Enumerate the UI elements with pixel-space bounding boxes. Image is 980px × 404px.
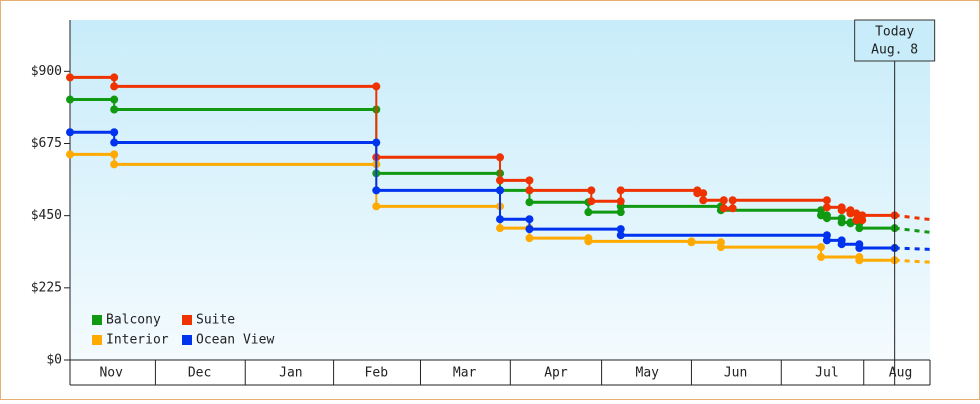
point [110,160,119,169]
point [728,196,737,205]
point [822,203,831,212]
point [525,186,534,195]
x-tick-label: Dec [188,366,211,381]
point [817,253,826,262]
point [719,196,728,205]
point [719,204,728,213]
y-tick-label: $0 [46,353,62,368]
point [372,138,381,147]
x-tick-label: Apr [544,366,568,381]
y-tick-label: $225 [31,280,62,295]
point [584,237,593,246]
point [496,153,504,162]
point [525,215,534,224]
x-tick-label: Jun [724,366,747,381]
point [110,82,119,91]
point [855,244,864,253]
point [525,225,534,234]
x-tick-label: Jan [279,366,302,381]
point [858,211,867,220]
point [837,240,846,249]
point [846,209,855,218]
x-tick-label: Feb [365,366,389,381]
point [525,176,534,185]
point [852,216,861,225]
point [110,128,119,137]
point [496,176,504,185]
point [110,73,119,82]
point [616,186,625,195]
point [66,95,74,104]
legend-label: Interior [106,333,169,348]
point [496,224,504,233]
point [616,197,625,206]
legend-swatch [92,335,102,345]
point [496,186,504,195]
point [525,198,534,207]
today-box [854,19,936,62]
point [525,234,534,243]
point [716,243,725,252]
point [822,214,831,223]
point [728,204,737,213]
point [616,225,625,234]
point [587,197,596,206]
point [66,128,74,137]
today-date: Aug. 8 [871,43,918,58]
x-tick-label: Aug [889,366,912,381]
legend-label: Ocean View [196,333,274,348]
point [846,219,855,228]
legend-label: Balcony [106,313,161,328]
point [110,105,119,114]
point [837,218,846,227]
legend-swatch [182,335,192,345]
x-tick-label: Mar [453,366,477,381]
point [699,189,708,198]
x-tick-label: Nov [99,366,123,381]
point [66,150,74,159]
point [855,224,864,233]
x-tick-label: Jul [815,366,838,381]
y-tick-label: $900 [31,64,62,79]
point [822,196,831,205]
point [110,138,119,147]
point [616,208,625,217]
point [699,196,708,205]
y-tick-label: $675 [31,136,62,151]
point [372,186,381,195]
legend-swatch [182,315,192,325]
today-label: Today [875,25,914,40]
point [584,208,593,217]
point [817,243,826,252]
legend-swatch [92,315,102,325]
point [837,206,846,215]
y-tick-label: $450 [31,208,62,223]
point [616,231,625,240]
point [110,150,119,159]
point [587,186,596,195]
point [496,215,504,224]
x-tick-label: May [636,366,660,381]
point [66,73,74,82]
point [693,189,702,198]
point [822,236,831,245]
point [372,202,381,211]
point [110,95,119,104]
point [687,238,696,247]
point [372,82,381,91]
point [855,256,864,265]
legend-label: Suite [196,313,235,328]
